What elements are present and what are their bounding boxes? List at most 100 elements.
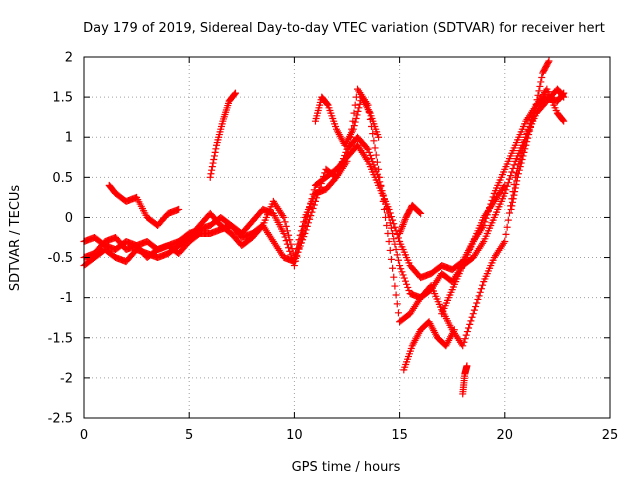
- data-point-marker: [503, 223, 511, 231]
- series-track-3: [80, 85, 568, 350]
- y-axis-label: SDTVAR / TECUs: [8, 185, 23, 292]
- data-point-marker: [477, 285, 485, 293]
- data-point-marker: [476, 288, 484, 296]
- data-point-marker: [309, 205, 317, 213]
- data-point-marker: [509, 195, 517, 203]
- data-point-marker: [505, 209, 513, 217]
- data-point-marker: [296, 231, 304, 239]
- y-tick-label: 0: [65, 211, 73, 226]
- data-point-marker: [559, 116, 567, 124]
- data-point-marker: [394, 234, 402, 242]
- data-point-marker: [470, 306, 478, 314]
- y-tick-label: -2.5: [48, 412, 73, 427]
- data-point-marker: [390, 273, 398, 281]
- data-point-marker: [369, 130, 377, 138]
- x-axis-label: GPS time / hours: [292, 460, 401, 475]
- data-point-marker: [394, 256, 402, 264]
- data-point-marker: [466, 320, 474, 328]
- data-point-marker: [363, 144, 371, 152]
- data-point-marker: [505, 175, 513, 183]
- data-point-marker: [530, 109, 538, 117]
- data-point-marker: [231, 89, 239, 97]
- data-point-marker: [293, 251, 301, 259]
- data-point-marker: [297, 239, 305, 247]
- data-point-marker: [403, 280, 411, 288]
- data-point-marker: [472, 303, 480, 311]
- data-point-marker: [401, 277, 409, 285]
- data-point-marker: [404, 283, 412, 291]
- data-point-marker: [295, 245, 303, 253]
- data-point-marker: [211, 148, 219, 156]
- data-point-marker: [392, 291, 400, 299]
- data-point-marker: [303, 222, 311, 230]
- data-point-marker: [523, 138, 531, 146]
- data-point-marker: [535, 87, 543, 95]
- data-point-marker: [351, 118, 359, 126]
- data-point-marker: [375, 165, 383, 173]
- data-point-marker: [533, 96, 541, 104]
- data-point-marker: [405, 287, 413, 295]
- data-point-marker: [520, 148, 528, 156]
- data-point-marker: [366, 151, 374, 159]
- data-point-marker: [384, 209, 392, 217]
- data-point-marker: [508, 202, 516, 210]
- data-point-marker: [380, 205, 388, 213]
- plot-frame: [83, 56, 611, 419]
- data-point-marker: [376, 173, 384, 181]
- data-point-marker: [281, 218, 289, 226]
- data-point-marker: [474, 295, 482, 303]
- data-point-marker: [315, 187, 323, 195]
- data-point-marker: [383, 221, 391, 229]
- data-point-marker: [208, 163, 216, 171]
- data-point-marker: [560, 117, 568, 125]
- data-point-marker: [513, 177, 521, 185]
- data-point-marker: [310, 201, 318, 209]
- data-point-marker: [509, 198, 517, 206]
- data-point-marker: [560, 93, 568, 101]
- data-point-marker: [353, 111, 361, 119]
- x-tick-label: 15: [391, 428, 408, 443]
- data-point-marker: [394, 309, 402, 317]
- data-point-marker: [391, 223, 399, 231]
- data-point-marker: [208, 166, 216, 174]
- data-point-marker: [299, 236, 307, 244]
- data-point-marker: [313, 194, 321, 202]
- data-point-marker: [207, 170, 215, 178]
- data-point-marker: [518, 156, 526, 164]
- data-point-marker: [507, 205, 515, 213]
- data-point-marker: [285, 244, 293, 252]
- data-point-marker: [368, 155, 376, 163]
- data-point-marker: [351, 101, 359, 109]
- data-point-marker: [354, 107, 362, 115]
- data-point-marker: [528, 116, 536, 124]
- data-point-marker: [526, 127, 534, 135]
- data-point-marker: [508, 168, 516, 176]
- series-track-5: [206, 89, 239, 181]
- data-point-marker: [522, 141, 530, 149]
- series-track-11: [507, 57, 553, 213]
- data-point-marker: [510, 191, 518, 199]
- data-point-marker: [392, 246, 400, 254]
- data-point-marker: [465, 324, 473, 332]
- data-point-marker: [529, 113, 537, 121]
- data-point-marker: [460, 338, 468, 346]
- data-point-marker: [459, 342, 467, 350]
- data-point-marker: [304, 219, 312, 227]
- data-point-marker: [344, 149, 352, 157]
- data-point-marker: [400, 274, 408, 282]
- data-point-marker: [479, 281, 487, 289]
- data-point-marker: [281, 233, 289, 241]
- y-tick-label: -1: [60, 291, 73, 306]
- data-point-marker: [515, 166, 523, 174]
- data-point-marker: [297, 227, 305, 235]
- data-point-marker: [544, 58, 552, 66]
- data-point-marker: [516, 163, 524, 171]
- data-point-marker: [527, 123, 535, 131]
- y-tick-label: 2: [65, 51, 73, 66]
- data-point-marker: [378, 189, 386, 197]
- data-point-marker: [282, 237, 290, 245]
- series-track-4: [105, 181, 183, 229]
- data-point-marker: [512, 180, 520, 188]
- series-track-9: [438, 181, 509, 318]
